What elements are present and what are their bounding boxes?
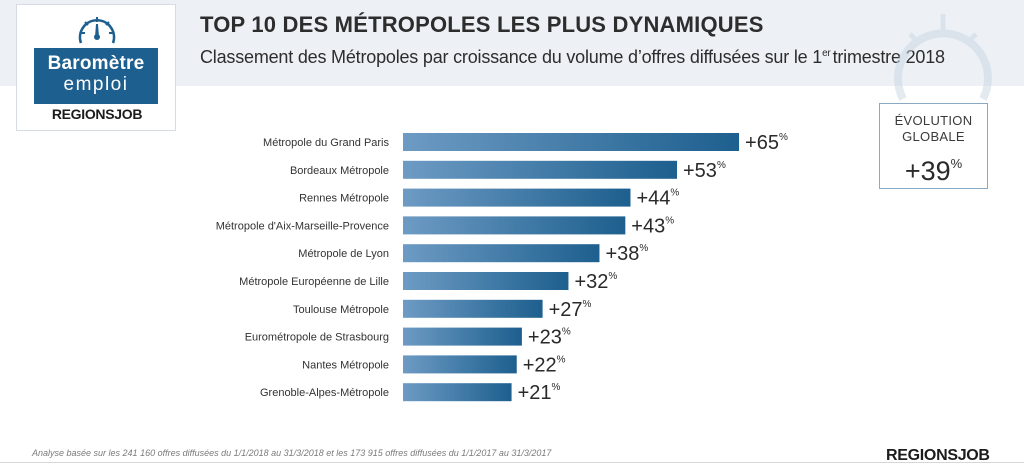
subtitle-sup: er [822, 48, 831, 59]
value-unit: % [717, 160, 726, 171]
evolution-number: +39 [904, 156, 951, 186]
category-label: Métropole du Grand Paris [263, 137, 389, 149]
value-label: +65% [745, 132, 788, 154]
global-evolution-box: ÉVOLUTION GLOBALE +39% [879, 103, 988, 189]
value-unit: % [779, 132, 788, 143]
bar [403, 216, 626, 235]
footnote: Analyse basée sur les 241 160 offres dif… [32, 448, 552, 458]
category-label: Nantes Métropole [302, 359, 389, 371]
bar-chart: Métropole du Grand Paris +65% Bordeaux Mét… [216, 132, 788, 404]
barometre-logo: Baromètre emploi REGIONSJOB [16, 4, 176, 131]
bar [403, 272, 569, 290]
bar [403, 188, 631, 207]
bar [403, 327, 522, 346]
logo-brand: REGIONSJOB [51, 106, 143, 122]
value-label: +27% [549, 299, 592, 321]
evolution-unit: % [950, 156, 963, 171]
category-label: Eurométropole de Strasbourg [245, 332, 389, 344]
value-number: +21 [518, 382, 552, 404]
value-unit: % [670, 188, 679, 199]
chart-bars: Métropole du Grand Paris +65% Bordeaux Mét… [216, 132, 788, 404]
category-label: Rennes Métropole [299, 193, 389, 205]
bar [403, 133, 740, 151]
page-title: TOP 10 DES MÉTROPOLES LES PLUS DYNAMIQUE… [200, 12, 764, 37]
page-subtitle: Classement des Métropoles par croissance… [200, 47, 945, 68]
value-unit: % [665, 215, 674, 226]
bar [403, 355, 517, 374]
value-number: +44 [636, 188, 670, 210]
category-label: Bordeaux Métropole [290, 165, 389, 177]
evolution-label-line-2: GLOBALE [902, 129, 965, 144]
category-label: Grenoble-Alpes-Métropole [260, 387, 389, 399]
bar [403, 383, 512, 402]
value-number: +53 [683, 160, 717, 182]
value-number: +38 [605, 243, 639, 265]
category-label: Métropole d'Aix-Marseille-Provence [216, 220, 389, 232]
value-label: +32% [574, 271, 617, 293]
value-number: +22 [523, 354, 557, 376]
value-unit: % [583, 299, 592, 310]
value-number: +65 [745, 132, 779, 154]
gauge-icon [78, 17, 116, 44]
evolution-label-line-1: ÉVOLUTION [894, 113, 973, 128]
value-unit: % [608, 271, 617, 282]
bar [403, 160, 678, 179]
logo-plate: Baromètre emploi [34, 48, 158, 104]
subtitle-main: Classement des Métropoles par croissance… [200, 47, 823, 67]
value-label: +22% [523, 354, 566, 376]
value-label: +23% [528, 327, 571, 349]
value-label: +44% [636, 188, 679, 210]
value-unit: % [557, 354, 566, 365]
value-label: +38% [605, 243, 648, 265]
value-unit: % [639, 243, 648, 254]
footer-brand: REGIONSJOB [886, 447, 990, 464]
value-number: +43 [631, 215, 665, 237]
bar [403, 299, 543, 318]
footer-divider [0, 462, 1024, 463]
logo-line-2: emploi [63, 74, 129, 95]
value-number: +27 [549, 299, 583, 321]
category-label: Toulouse Métropole [293, 304, 389, 316]
category-label: Métropole Européenne de Lille [239, 276, 389, 288]
value-unit: % [552, 382, 561, 393]
value-number: +23 [528, 327, 562, 349]
bar [403, 244, 600, 263]
value-label: +21% [518, 382, 561, 404]
subtitle-end: trimestre 2018 [832, 47, 945, 67]
logo-line-1: Baromètre [47, 53, 145, 74]
category-label: Métropole de Lyon [298, 248, 389, 260]
value-unit: % [562, 327, 571, 338]
value-label: +43% [631, 215, 674, 237]
evolution-value: +39% [880, 149, 987, 186]
value-number: +32 [574, 271, 608, 293]
gauge-watermark-icon [894, 14, 992, 101]
evolution-label: ÉVOLUTION GLOBALE [880, 104, 987, 145]
value-label: +53% [683, 160, 726, 182]
